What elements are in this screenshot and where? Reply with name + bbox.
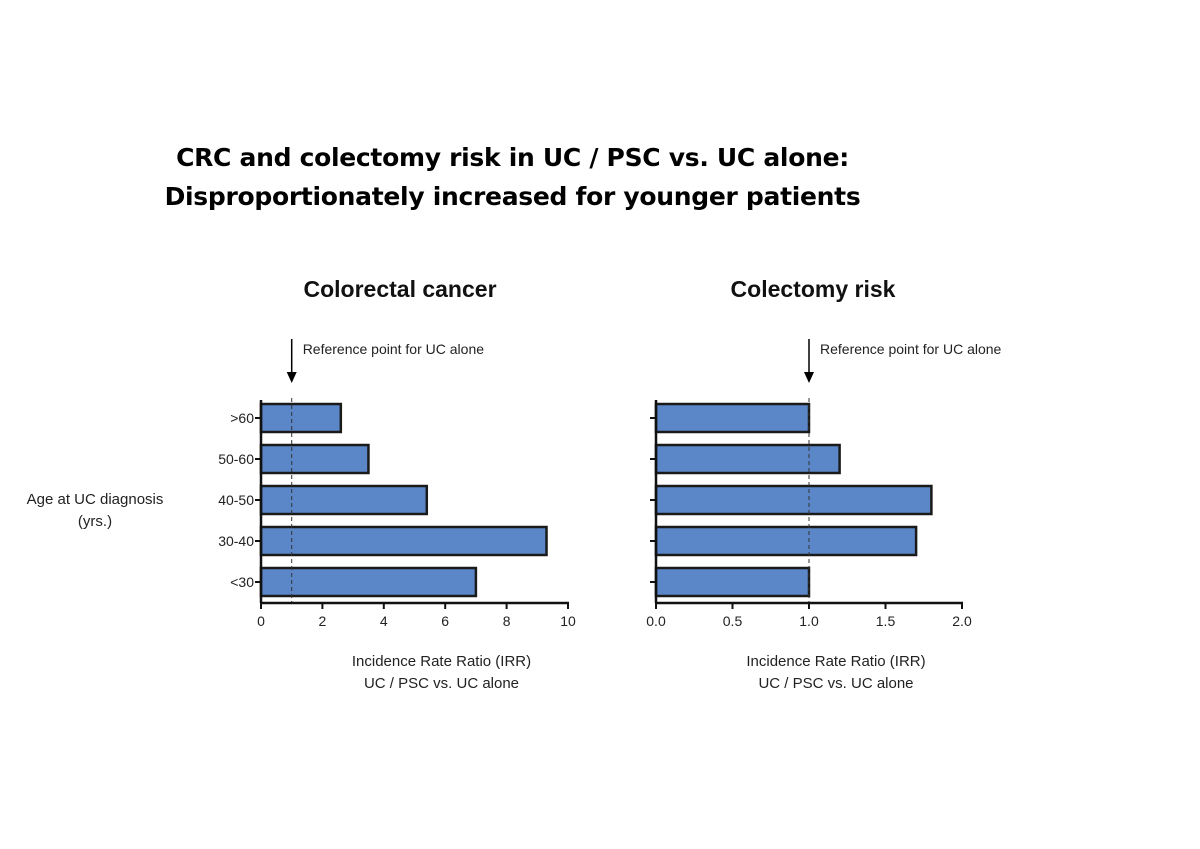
colectomy-x-tick-label-4: 2.0: [952, 613, 972, 629]
slide-title: CRC and colectomy risk in UC / PSC vs. U…: [0, 138, 1025, 216]
crc-x-axis-label-line-1: Incidence Rate Ratio (IRR): [352, 653, 531, 670]
colectomy-bar-1: [654, 443, 841, 475]
colectomy-bar-2: [654, 484, 933, 516]
colectomy-x-tick-label-3: 1.5: [876, 613, 896, 629]
slide-title-line-2: Disproportionately increased for younger…: [164, 182, 861, 211]
colectomy-x-axis-label-line-2: UC / PSC vs. UC alone: [758, 675, 913, 692]
crc-x-tick-label-0: 0: [257, 613, 265, 629]
y-axis-label-line-1: Age at UC diagnosis: [27, 491, 164, 508]
crc-bar-3: [259, 525, 548, 557]
colectomy-x-axis-label-line-1: Incidence Rate Ratio (IRR): [746, 653, 925, 670]
colectomy-bar-0: [654, 402, 811, 434]
crc-bar-4: [259, 566, 478, 598]
crc-category-label-4: <30: [230, 574, 254, 590]
colectomy-x-tick-label-2: 1.0: [799, 613, 819, 629]
crc-bar-0: [259, 402, 343, 434]
crc-bar-1: [259, 443, 370, 475]
y-axis-label-line-2: (yrs.): [78, 513, 112, 530]
crc-x-axis-label-line-2: UC / PSC vs. UC alone: [364, 675, 519, 692]
crc-category-label-1: 50-60: [218, 451, 254, 467]
crc-arrow-down-icon: [286, 372, 297, 383]
crc-x-tick-label-4: 8: [503, 613, 511, 629]
colectomy-bar-4: [654, 566, 811, 598]
crc-x-tick-label-3: 6: [441, 613, 449, 629]
colectomy-arrow-down-icon: [804, 372, 814, 383]
colectomy-chart-title: Colectomy risk: [731, 276, 896, 302]
colectomy-risk-chart: Colectomy risk Reference point for UC alo…: [646, 276, 1001, 692]
crc-category-label-0: >60: [230, 410, 254, 426]
crc-x-tick-label-1: 2: [319, 613, 327, 629]
colectomy-bar-3: [654, 525, 918, 557]
colectomy-x-tick-label-1: 0.5: [723, 613, 743, 629]
colectomy-reference-label: Reference point for UC alone: [820, 341, 1002, 357]
colorectal-cancer-chart: Colorectal cancer >60 50-60 40-50 30-40 <30 Re…: [218, 276, 576, 692]
colectomy-x-tick-label-0: 0.0: [646, 613, 666, 629]
crc-reference-label: Reference point for UC alone: [303, 341, 485, 357]
crc-bar-2: [259, 484, 429, 516]
crc-x-tick-label-5: 10: [560, 613, 576, 629]
crc-category-label-2: 40-50: [218, 492, 254, 508]
slide-title-line-1: CRC and colectomy risk in UC / PSC vs. U…: [176, 143, 849, 172]
crc-chart-title: Colorectal cancer: [303, 276, 496, 302]
crc-category-label-3: 30-40: [218, 533, 254, 549]
crc-x-tick-label-2: 4: [380, 613, 388, 629]
